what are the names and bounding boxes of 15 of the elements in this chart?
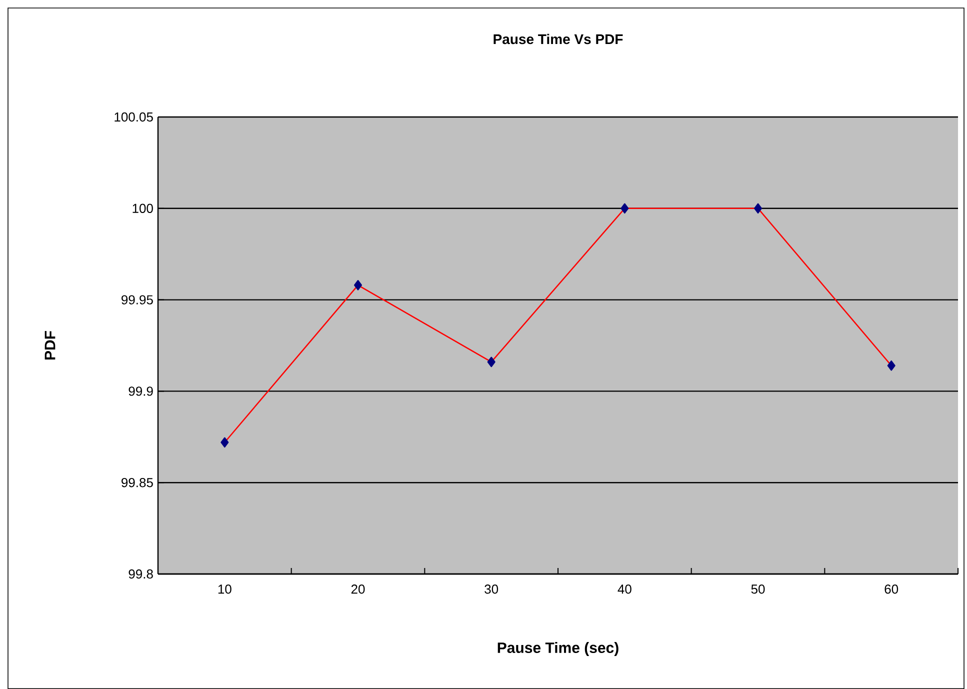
y-tick-label: 99.85: [122, 478, 153, 488]
y-tick-label: 99.8: [128, 569, 153, 579]
chart-title: Pause Time Vs PDF: [494, 34, 623, 44]
y-tick-label: 100.05: [114, 112, 153, 122]
x-tick-label: 40: [618, 584, 632, 594]
x-tick-label: 60: [884, 584, 898, 594]
x-tick-label: 10: [218, 584, 232, 594]
y-tick-label: 99.95: [122, 295, 153, 304]
y-tick-label: 100: [132, 204, 153, 213]
x-axis-title: Pause Time (sec): [498, 642, 618, 656]
y-axis-title: PDF: [44, 331, 56, 360]
x-tick-label: 20: [351, 584, 365, 594]
x-tick-label: 30: [484, 584, 498, 594]
x-tick-label: 50: [751, 584, 765, 594]
y-tick-label: 99.9: [128, 386, 153, 396]
